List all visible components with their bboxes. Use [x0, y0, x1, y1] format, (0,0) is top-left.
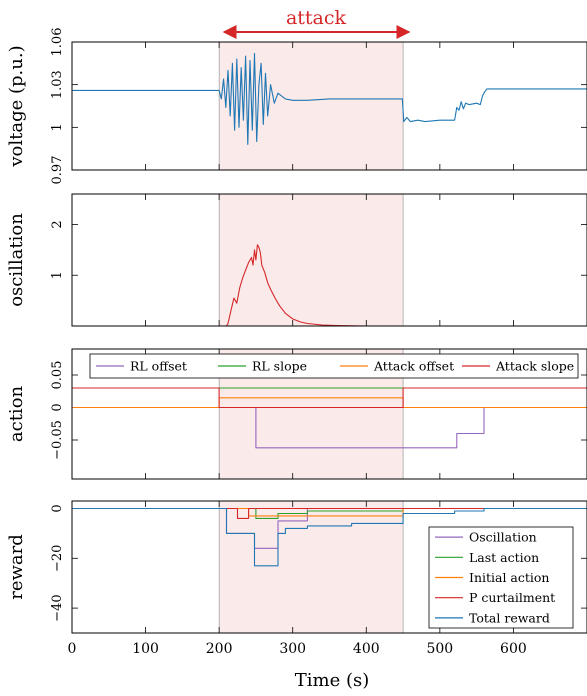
series-line-attack-offset — [72, 397, 587, 409]
legend-label-rl-slope: RL slope — [252, 359, 307, 374]
y-axis-label: action — [6, 385, 27, 442]
panel-3: −0.05 0 0.05 action RL offset RL slope Attack … — [6, 348, 587, 480]
x-tick-label: 100 — [132, 641, 159, 657]
y-tick-label: 1 — [50, 271, 65, 279]
x-tick-label: 0 — [68, 641, 77, 657]
legend-label-p-curtailment: P curtailment — [469, 590, 555, 605]
x-tick-label: 200 — [206, 641, 233, 657]
x-axis-label: Time (s) — [295, 670, 370, 691]
legend-label-attack-offset: Attack offset — [373, 359, 454, 374]
x-tick-label: 300 — [279, 641, 306, 657]
panels-layer: 0.97 1 1.03 1.06 voltage (p.u.) 1 2 oscillation… — [6, 28, 587, 657]
legend-label-total-reward: Total reward — [469, 610, 550, 625]
attack-annotation: attack — [222, 7, 411, 39]
legend-box — [89, 353, 579, 379]
series-line-total-reward — [72, 507, 587, 567]
y-tick-label: 2 — [50, 220, 65, 228]
legend-label-initial-action: Initial action — [469, 570, 549, 585]
panel-1: 0.97 1 1.03 1.06 voltage (p.u.) — [6, 28, 587, 185]
series-line-panel2 — [72, 244, 587, 327]
series-line-rl-offset — [72, 406, 587, 449]
plot-frame — [71, 41, 587, 171]
attack-window-shade — [219, 194, 404, 326]
legend: Oscillation Last action Initial action P cu… — [428, 526, 574, 629]
y-axis-label: reward — [6, 534, 27, 600]
x-tick-label: 500 — [426, 641, 453, 657]
legend: RL offset RL slope Attack offset Attack slo… — [89, 353, 579, 379]
legend-label-last-action: Last action — [469, 550, 539, 565]
y-tick-label: 0.05 — [50, 361, 65, 390]
plot-frame — [71, 193, 587, 327]
legend-label-attack-slope: Attack slope — [495, 359, 574, 374]
legend-label-oscillation: Oscillation — [469, 530, 537, 545]
y-tick-label: 0 — [50, 403, 65, 411]
y-tick-label: 1.03 — [50, 70, 65, 99]
y-tick-label: 1.06 — [50, 28, 65, 57]
y-axis-label: voltage (p.u.) — [6, 45, 27, 167]
x-tick-label: 600 — [500, 641, 527, 657]
y-axis-label: oscillation — [6, 213, 27, 307]
y-tick-label: 0 — [50, 504, 65, 512]
x-tick-label: 400 — [353, 641, 380, 657]
panel-4: 0 100 200 300 400 500 600 −40 −20 0 reward Oscillat… — [6, 500, 587, 657]
y-tick-label: −20 — [50, 545, 65, 572]
series-line-panel1 — [72, 52, 587, 145]
series-line-attack-slope — [72, 387, 587, 409]
attack-window-shade — [219, 501, 404, 633]
panel-2: 1 2 oscillation — [6, 193, 587, 327]
legend-label-rl-offset: RL offset — [130, 359, 187, 374]
plot-frame — [71, 500, 587, 634]
y-tick-label: −40 — [50, 594, 65, 621]
y-tick-label: 1 — [50, 123, 65, 131]
attack-label: attack — [286, 7, 347, 29]
plot-frame — [71, 348, 587, 480]
y-tick-label: −0.05 — [50, 420, 65, 460]
y-tick-label: 0.97 — [50, 156, 65, 185]
